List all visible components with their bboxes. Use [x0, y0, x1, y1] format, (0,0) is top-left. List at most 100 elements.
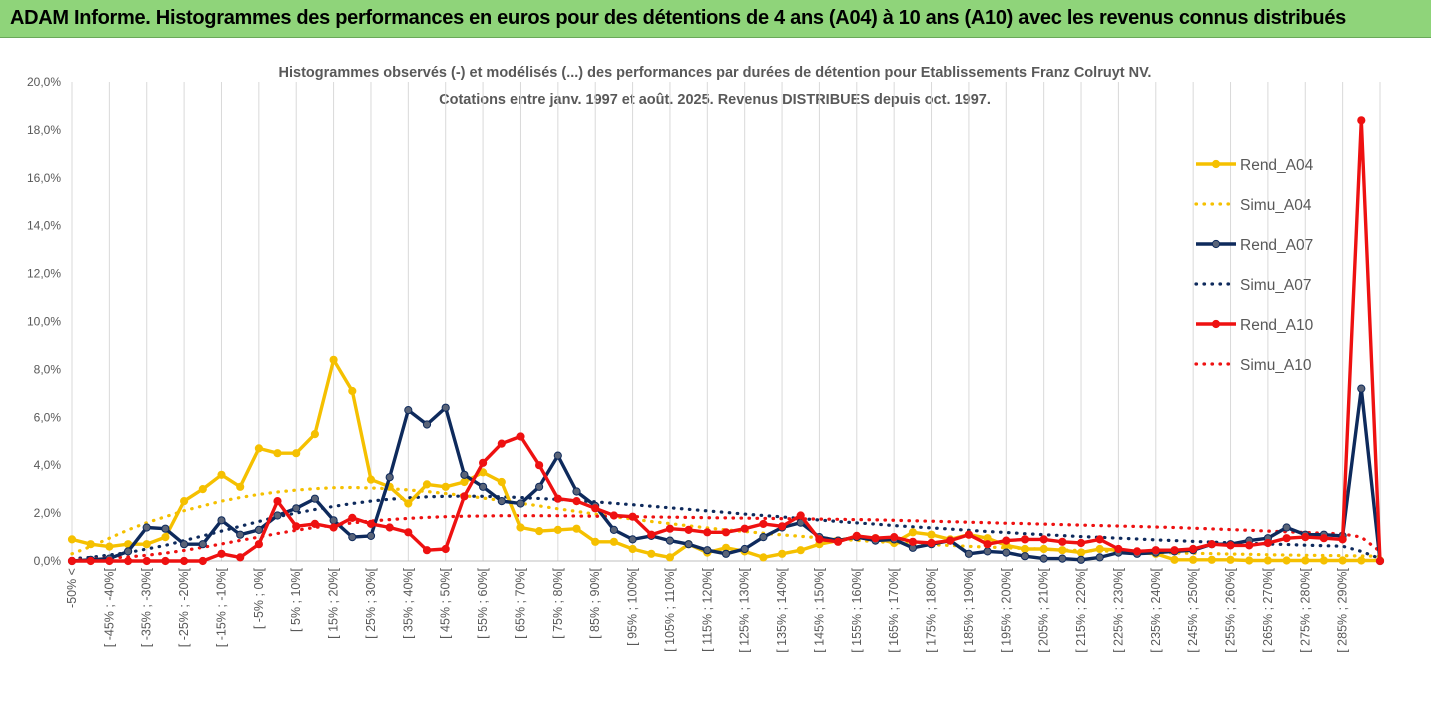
legend-marker [1211, 159, 1221, 169]
report-header: ADAM Informe. Histogrammes des performan… [0, 0, 1431, 38]
data-point [497, 497, 506, 506]
data-point [86, 556, 95, 566]
data-point [628, 535, 637, 544]
data-point [721, 528, 731, 537]
data-point [778, 522, 787, 531]
data-point [946, 536, 955, 545]
legend: Rend_A04 Simu_A04 Rend_A07 Simu_A07 Rend_A10… [1194, 157, 1314, 374]
x-tick-label: [ 185% ; 190%[ [962, 567, 976, 652]
data-point [684, 540, 693, 549]
data-point [422, 480, 432, 489]
data-point [1095, 544, 1104, 554]
data-point [1263, 538, 1273, 548]
data-point [385, 473, 394, 482]
data-point [647, 549, 656, 558]
data-point [479, 482, 488, 491]
data-point [572, 497, 581, 506]
data-point [927, 538, 936, 548]
data-point [1020, 535, 1030, 544]
x-tick-label: [ 105% ; 110%[ [663, 567, 677, 651]
y-tick-label: 2,0% [34, 506, 62, 520]
legend-item: Rend_A04 [1196, 157, 1314, 174]
x-tick-label: [ -5% ; 0%[ [252, 567, 266, 629]
data-point [796, 546, 805, 555]
data-point [1226, 555, 1235, 564]
data-point [348, 386, 357, 396]
chart-area: Histogrammes observés (-) et modélisés (… [0, 38, 1431, 719]
data-point [329, 516, 338, 525]
data-point [553, 525, 562, 534]
data-point [422, 546, 432, 555]
x-tick-label: [ 165% ; 170%[ [887, 567, 901, 652]
x-tick-label: [ -35% ; -30%[ [140, 567, 154, 647]
x-tick-label: [ 255% ; 260%[ [1224, 567, 1238, 652]
data-point [1282, 534, 1291, 543]
data-point [1039, 544, 1048, 554]
series-line [70, 514, 1382, 562]
x-tick-label: [ 45% ; 50%[ [439, 567, 453, 638]
data-point [1282, 556, 1291, 565]
data-point [441, 403, 450, 412]
data-point [161, 524, 170, 533]
data-point [665, 524, 675, 533]
chart-subtitle: Cotations entre janv. 1997 et août. 2025… [439, 92, 991, 108]
data-point [385, 523, 394, 532]
x-tick-label: [ 175% ; 180%[ [925, 567, 939, 652]
y-tick-label: 10,0% [27, 315, 61, 329]
x-tick-label: [ 65% ; 70%[ [513, 567, 527, 638]
data-point [292, 449, 301, 458]
data-point [124, 547, 133, 556]
series-Rend_A10 [67, 116, 1385, 566]
data-point [460, 470, 469, 479]
y-tick-label: 12,0% [27, 267, 61, 281]
legend-marker [1211, 319, 1221, 329]
data-point [740, 544, 749, 554]
data-point [1039, 535, 1048, 544]
y-tick-label: 18,0% [27, 123, 61, 137]
data-point [217, 516, 226, 525]
data-point [516, 523, 525, 532]
data-point [759, 553, 768, 562]
data-point [609, 511, 619, 520]
data-point [1151, 546, 1160, 555]
data-point [1076, 555, 1086, 564]
x-tick-label: [ 15% ; 20%[ [327, 567, 341, 638]
data-point [273, 511, 282, 520]
data-point [67, 535, 77, 544]
data-point [236, 482, 245, 491]
data-point [815, 535, 824, 544]
data-point [591, 537, 600, 546]
chart-title: Histogrammes observés (-) et modélisés (… [279, 65, 1152, 81]
data-point [1301, 533, 1310, 542]
data-point [535, 527, 544, 536]
data-point [161, 556, 170, 566]
data-point [609, 525, 619, 534]
legend-marker [1211, 239, 1221, 249]
x-tick-label: [ 35% ; 40%[ [401, 567, 415, 638]
data-point [161, 533, 170, 542]
data-point [516, 432, 525, 441]
data-point [329, 523, 338, 532]
data-point [366, 519, 376, 528]
data-point [1375, 556, 1385, 566]
data-point [1170, 555, 1179, 564]
data-point [1020, 552, 1030, 561]
data-point [236, 530, 245, 539]
data-point [628, 512, 637, 521]
data-point [908, 528, 918, 537]
x-tick-label: [ 135% ; 140%[ [775, 567, 789, 652]
data-point [572, 487, 581, 496]
data-point [124, 556, 133, 566]
data-point [1319, 534, 1329, 543]
data-point [1058, 554, 1067, 563]
data-point [1263, 556, 1273, 565]
data-point [180, 556, 189, 566]
data-point [404, 528, 413, 537]
y-tick-label: 16,0% [27, 171, 61, 185]
data-point [310, 430, 319, 439]
data-point [310, 519, 319, 528]
data-point [1357, 116, 1366, 125]
data-point [1002, 548, 1011, 557]
x-tick-label: [ 205% ; 210%[ [1037, 567, 1051, 652]
y-tick-label: 14,0% [27, 219, 61, 233]
